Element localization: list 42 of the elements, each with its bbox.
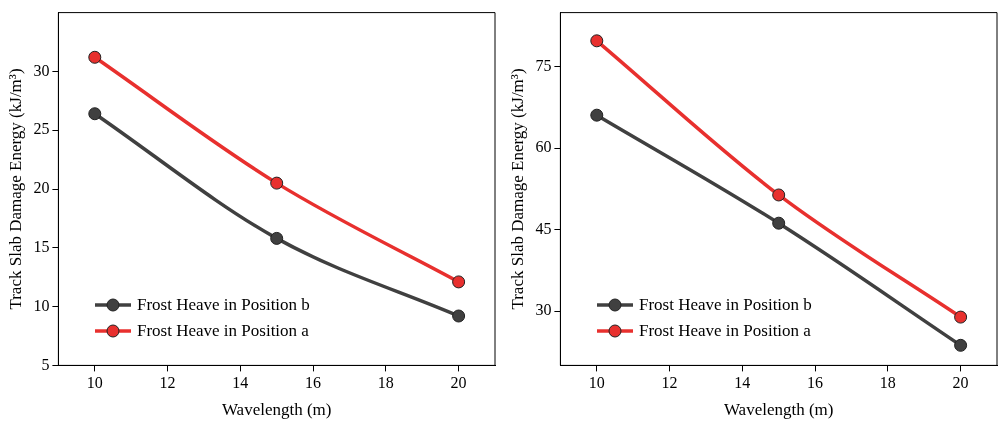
y-tick-label: 5 — [41, 355, 50, 373]
y-tick-label: 25 — [33, 120, 50, 138]
y-axis-title: Track Slab Damage Energy (kJ/m³) — [507, 68, 527, 310]
x-tick-label: 10 — [86, 374, 103, 392]
x-tick-label: 14 — [232, 374, 249, 392]
point — [772, 216, 786, 230]
x-tick-label: 12 — [661, 374, 678, 392]
y-tick-label: 20 — [33, 179, 50, 197]
x-axis-title: Wavelength (m) — [723, 400, 834, 420]
legend-label: Frost Heave in Position a — [639, 320, 811, 342]
y-tick-label: 60 — [535, 138, 552, 156]
y-tick-label: 45 — [535, 219, 552, 237]
point — [88, 50, 102, 64]
x-tick-label: 18 — [377, 374, 394, 392]
y-tick-label: 10 — [33, 296, 50, 314]
x-tick-label: 14 — [734, 374, 751, 392]
point — [772, 188, 786, 202]
y-tick-label: 75 — [535, 57, 552, 75]
point — [88, 107, 102, 121]
point — [452, 275, 466, 289]
point — [270, 231, 284, 245]
x-tick-label: 20 — [952, 374, 969, 392]
point — [452, 309, 466, 323]
x-tick-label: 16 — [305, 374, 322, 392]
legend-label: Frost Heave in Position a — [137, 320, 309, 342]
x-tick-label: 20 — [450, 374, 467, 392]
legend-label: Frost Heave in Position b — [639, 294, 812, 316]
point — [954, 310, 968, 324]
x-tick-label: 16 — [807, 374, 824, 392]
x-tick-label: 12 — [159, 374, 176, 392]
point — [590, 108, 604, 122]
y-axis-title: Track Slab Damage Energy (kJ/m³) — [5, 68, 25, 310]
x-axis-title: Wavelength (m) — [221, 400, 332, 420]
y-tick-label: 30 — [33, 61, 50, 79]
y-tick-label: 30 — [535, 301, 552, 319]
point — [590, 34, 604, 48]
legend-label: Frost Heave in Position b — [137, 294, 310, 316]
point — [954, 338, 968, 352]
x-tick-label: 10 — [588, 374, 605, 392]
y-tick-label: 15 — [33, 238, 50, 255]
x-tick-label: 18 — [879, 374, 896, 392]
point — [270, 176, 284, 190]
